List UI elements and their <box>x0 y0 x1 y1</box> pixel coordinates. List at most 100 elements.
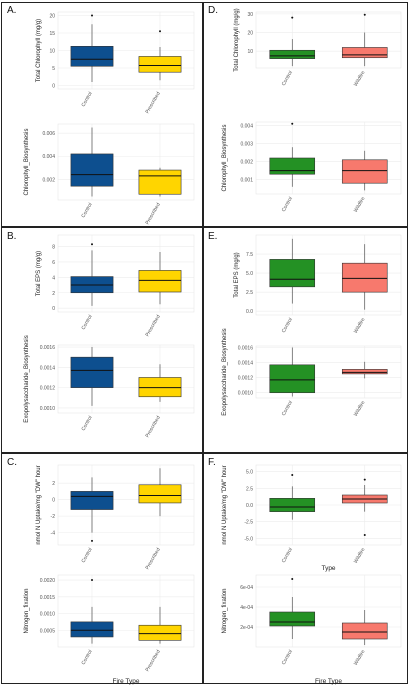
outlier-point <box>363 478 366 481</box>
x-tick-label: Control <box>80 415 93 432</box>
x-tick-label: Wildfire <box>353 317 367 335</box>
y-tick-label: 5.0 <box>246 470 253 476</box>
chart-8: 0.0010 0.0012 0.0014 0.0016 Control Wildfire E… <box>222 328 402 418</box>
chart-12: 2e-04 4e-04 6e-04 Control Wildfire Nitrogen_f… <box>222 574 402 685</box>
y-tick-label: 2.5 <box>246 486 253 492</box>
chart-9: -4 -2 0 2 Control Prescribed nmol N Uptake/mg … <box>36 464 195 571</box>
chart-4: 0.001 0.002 0.003 0.004 Control Wildfire Chlor… <box>222 121 402 214</box>
box <box>70 621 114 638</box>
y-axis-label: Exopolysaccharide_Biosynthesis <box>24 335 30 422</box>
box <box>341 369 388 375</box>
outlier-point <box>291 16 294 19</box>
x-tick-label: Control <box>80 649 93 666</box>
x-tick-label: Prescribed <box>145 649 162 673</box>
x-tick-label: Wildfire <box>353 547 367 565</box>
outlier-point <box>291 122 294 125</box>
box <box>269 611 316 627</box>
y-tick-label: -5.0 <box>244 536 253 542</box>
x-tick-label: Control <box>281 400 294 417</box>
y-tick-label: 15 <box>49 31 55 37</box>
panel-letter-a: A. <box>7 5 17 16</box>
x-tick-label: Wildfire <box>353 400 367 418</box>
y-tick-label: 0.006 <box>42 131 55 137</box>
chart-11: -5.0 -2.5 0.0 2.5 5.0 Control Wildfire nmol N U… <box>222 464 402 572</box>
chart-10: 0.0005 0.0010 0.0015 0.0020 Control Prescribe… <box>24 574 195 685</box>
x-tick-label: Control <box>281 70 294 87</box>
y-tick-label: 0.0012 <box>40 386 56 392</box>
x-tick-label: Control <box>281 317 294 334</box>
outlier-point <box>291 474 294 476</box>
outlier-point <box>363 13 366 16</box>
y-tick-label: 20 <box>49 14 55 20</box>
y-tick-label: 0.0 <box>246 503 253 509</box>
y-tick-label: 4 <box>52 275 55 281</box>
y-tick-label: 0 <box>52 498 55 504</box>
x-tick-label: Prescribed <box>145 314 162 338</box>
y-tick-label: 0 <box>52 306 55 312</box>
y-tick-label: 0.0020 <box>40 578 56 584</box>
y-tick-label: 5 <box>52 66 55 72</box>
y-tick-label: 6e-04 <box>240 585 253 591</box>
y-tick-label: 10 <box>247 49 253 55</box>
box <box>269 498 316 512</box>
y-tick-label: 0.004 <box>240 124 253 130</box>
y-tick-label: 5.0 <box>246 271 253 277</box>
y-tick-label: 0.0015 <box>40 595 56 601</box>
panel-letter-e: E. <box>208 231 218 242</box>
box <box>138 169 182 195</box>
y-tick-label: 0.002 <box>240 160 253 166</box>
y-axis-label: Total Chlorophyll (mg/g) <box>234 8 240 71</box>
y-tick-label: 0.0014 <box>238 361 254 367</box>
y-tick-label: -4 <box>51 531 56 537</box>
chart-7: 0.0 2.5 5.0 7.5 Control Wildfire Total EPS (mg… <box>234 234 402 335</box>
y-tick-label: 2.5 <box>246 290 253 296</box>
x-tick-label: Control <box>80 91 93 108</box>
outlier-point <box>91 243 93 246</box>
box <box>341 47 388 59</box>
box <box>138 377 182 398</box>
x-tick-label: Prescribed <box>145 415 162 439</box>
y-tick-label: 0.0012 <box>238 376 254 382</box>
y-tick-label: 0.0016 <box>40 345 56 351</box>
y-axis-label: Nitrogen_fixation <box>24 588 30 633</box>
outlier-point <box>291 578 294 580</box>
y-tick-label: 0.004 <box>42 154 55 160</box>
y-tick-label: 0.0 <box>246 309 253 315</box>
x-tick-label: Control <box>80 547 93 564</box>
y-axis-label: Total EPS (mg/g) <box>234 252 240 297</box>
chart-3: 10 20 30 Control Wildfire Total Chlorophyll (… <box>234 8 402 87</box>
chart-1: 0 5 10 15 20 Control Prescribed Total Chlorophy… <box>36 11 195 115</box>
outlier-point <box>363 534 366 536</box>
y-axis-label: Exopolysaccharide_Biosynthesis <box>222 328 228 415</box>
x-axis-label: Fire Type <box>315 678 342 685</box>
box <box>341 262 388 293</box>
box <box>70 45 114 67</box>
x-axis-label: Type <box>321 565 335 572</box>
panel-letter-f: F. <box>208 457 216 468</box>
y-tick-label: 6 <box>52 260 55 266</box>
x-tick-label: Prescribed <box>145 202 162 226</box>
y-tick-label: 8 <box>52 245 55 251</box>
box <box>269 157 316 175</box>
panel-letter-c: C. <box>7 457 17 468</box>
box <box>70 491 114 510</box>
x-tick-label: Control <box>281 547 294 564</box>
y-tick-label: 2 <box>52 481 55 487</box>
outlier-point <box>91 579 93 582</box>
box <box>138 484 182 504</box>
y-tick-label: 30 <box>247 12 253 18</box>
y-axis-label: Chlorophyll_Biosynthesis <box>24 128 30 195</box>
y-tick-label: 20 <box>247 31 253 37</box>
panel-frame-a <box>1 2 203 227</box>
y-tick-label: 0.0010 <box>40 612 56 618</box>
y-tick-label: 0.0016 <box>238 346 254 352</box>
plot-area <box>255 11 402 69</box>
chart-2: 0.002 0.004 0.006 Control Prescribed Chloroph… <box>24 123 195 226</box>
box <box>341 159 388 184</box>
y-tick-label: 10 <box>49 49 55 55</box>
y-axis-label: Total Chlorophyll (mg/g) <box>36 19 42 82</box>
x-tick-label: Wildfire <box>353 196 367 214</box>
box <box>269 49 316 59</box>
